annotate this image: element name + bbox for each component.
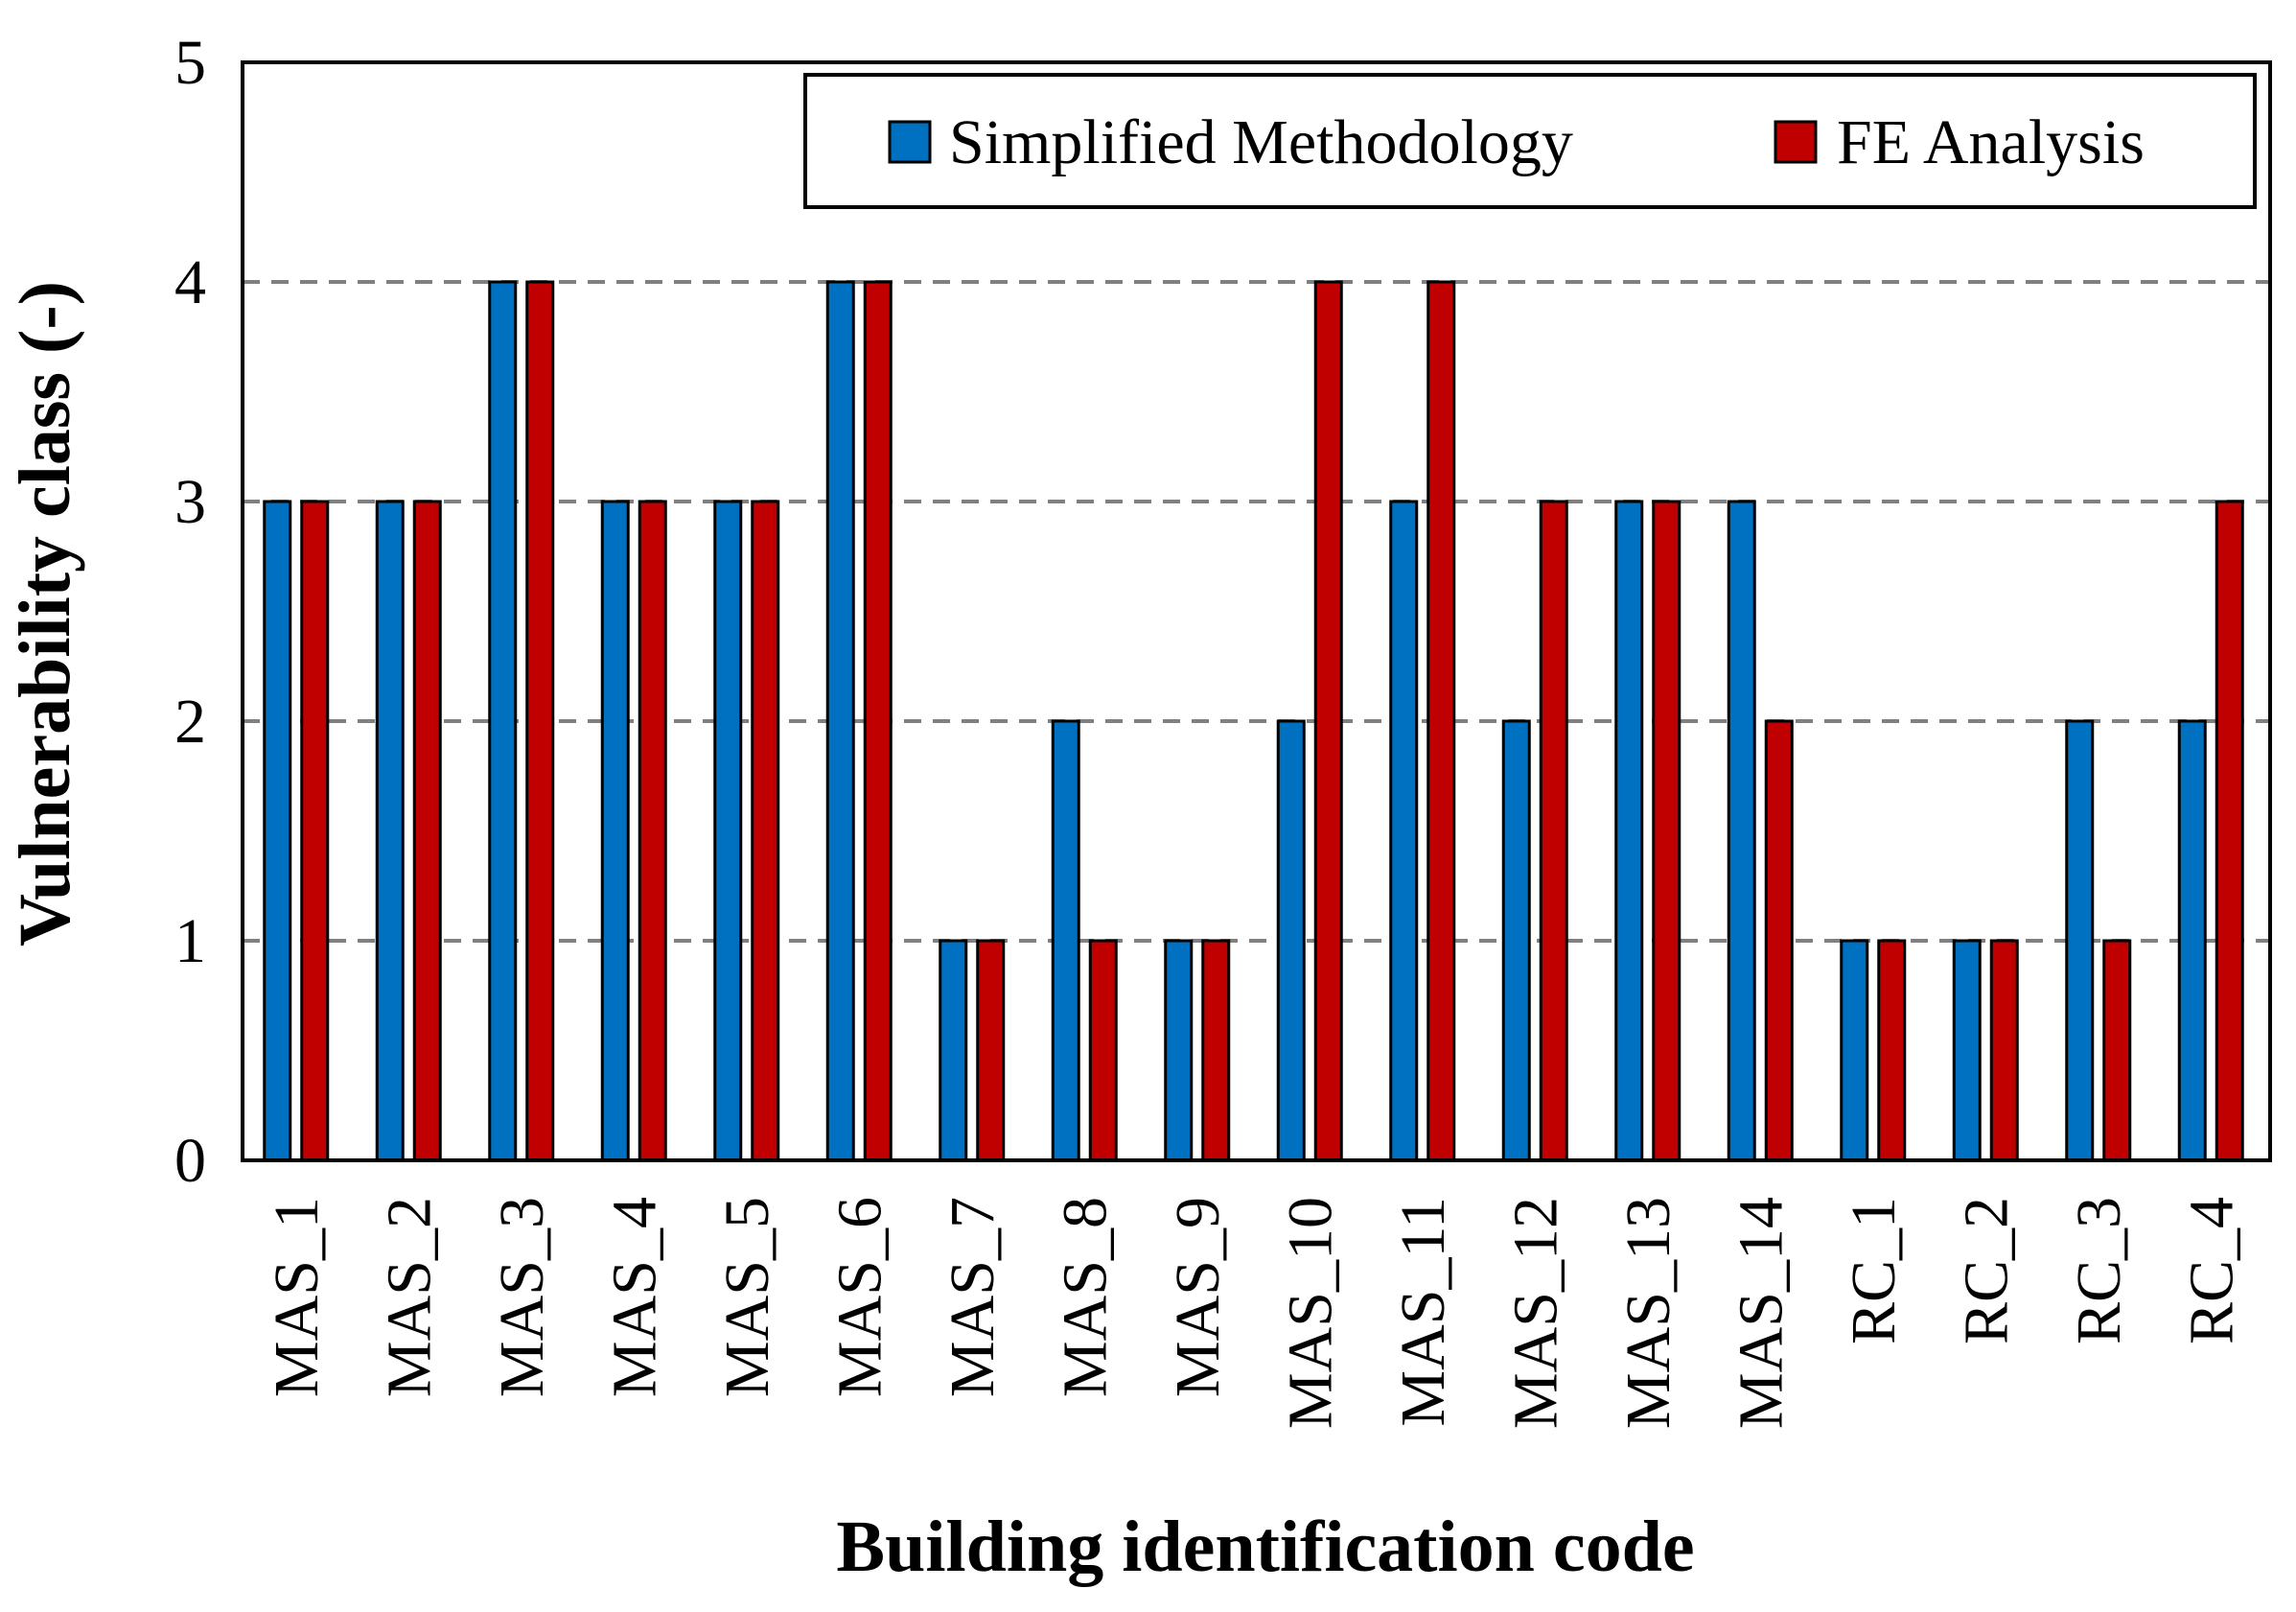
legend: Simplified Methodology FE Analysis bbox=[803, 73, 2257, 209]
legend-label-simplified-methodology: Simplified Methodology bbox=[949, 107, 1573, 177]
bar-fe-analysis-MAS_13 bbox=[1652, 500, 1681, 1162]
bar-fe-analysis-MAS_2 bbox=[412, 500, 442, 1162]
bar-simplified-methodology-MAS_7 bbox=[939, 939, 968, 1162]
bar-fe-analysis-MAS_11 bbox=[1426, 280, 1456, 1162]
x-tick-label: MAS_5 bbox=[712, 1197, 782, 1397]
x-tick-label: RC_4 bbox=[2176, 1197, 2246, 1344]
plot-frame bbox=[241, 60, 2272, 1162]
bar-fe-analysis-MAS_10 bbox=[1313, 280, 1343, 1162]
x-tick-label: MAS_11 bbox=[1388, 1197, 1458, 1427]
y-tick-label: 3 bbox=[174, 467, 206, 537]
y-tick-label: 1 bbox=[174, 906, 206, 976]
bar-fe-analysis-MAS_3 bbox=[525, 280, 555, 1162]
x-tick-label: MAS_4 bbox=[599, 1197, 669, 1397]
x-tick-label: MAS_10 bbox=[1275, 1197, 1345, 1429]
y-tick-label: 4 bbox=[174, 247, 206, 317]
y-axis-ticks: 0 1 2 3 4 5 bbox=[174, 28, 206, 1196]
bar-simplified-methodology-MAS_4 bbox=[600, 500, 630, 1162]
bar-simplified-methodology-MAS_11 bbox=[1389, 500, 1419, 1162]
bar-fe-analysis-MAS_6 bbox=[863, 280, 893, 1162]
legend-box bbox=[803, 73, 2257, 209]
x-axis-ticks: MAS_1 MAS_2 MAS_3 MAS_4 MAS_5 MAS_6 MAS_7 MAS_8… bbox=[262, 1197, 2247, 1429]
bar-simplified-methodology-RC_3 bbox=[2065, 719, 2095, 1162]
bar-fe-analysis-MAS_14 bbox=[1764, 719, 1794, 1162]
bar-simplified-methodology-RC_2 bbox=[1952, 939, 1982, 1162]
bar-simplified-methodology-MAS_14 bbox=[1727, 500, 1756, 1162]
bar-simplified-methodology-MAS_3 bbox=[488, 280, 518, 1162]
legend-swatch-simplified-methodology bbox=[888, 120, 932, 164]
x-tick-label: MAS_1 bbox=[262, 1197, 332, 1397]
bar-fe-analysis-MAS_7 bbox=[976, 939, 1006, 1162]
x-tick-label: MAS_6 bbox=[824, 1197, 894, 1397]
bar-fe-analysis-MAS_9 bbox=[1201, 939, 1231, 1162]
x-axis-title: Building identification code bbox=[836, 1507, 1694, 1587]
bar-simplified-methodology-MAS_8 bbox=[1051, 719, 1080, 1162]
bar-fe-analysis-MAS_4 bbox=[638, 500, 667, 1162]
y-axis-title: Vulnerability class (-) bbox=[5, 281, 85, 946]
x-tick-label: MAS_13 bbox=[1613, 1197, 1683, 1429]
y-tick-label: 0 bbox=[174, 1126, 206, 1196]
x-tick-label: RC_2 bbox=[1951, 1197, 2021, 1344]
bar-fe-analysis-MAS_12 bbox=[1539, 500, 1568, 1162]
bar-simplified-methodology-MAS_13 bbox=[1614, 500, 1644, 1162]
x-tick-label: RC_1 bbox=[1839, 1197, 1909, 1344]
x-tick-label: RC_3 bbox=[2064, 1197, 2134, 1344]
bar-simplified-methodology-MAS_9 bbox=[1164, 939, 1194, 1162]
bar-simplified-methodology-RC_4 bbox=[2177, 719, 2207, 1162]
x-tick-label: MAS_2 bbox=[374, 1197, 444, 1397]
bar-simplified-methodology-MAS_1 bbox=[263, 500, 292, 1162]
bar-fe-analysis-RC_4 bbox=[2215, 500, 2244, 1162]
bar-fe-analysis-MAS_1 bbox=[300, 500, 330, 1162]
legend-label-fe-analysis: FE Analysis bbox=[1837, 107, 2145, 177]
bar-fe-analysis-RC_1 bbox=[1877, 939, 1907, 1162]
bar-simplified-methodology-MAS_6 bbox=[825, 280, 855, 1162]
bar-simplified-methodology-MAS_12 bbox=[1501, 719, 1531, 1162]
x-tick-label: MAS_8 bbox=[1050, 1197, 1120, 1397]
x-tick-label: MAS_9 bbox=[1163, 1197, 1233, 1397]
x-tick-label: MAS_12 bbox=[1500, 1197, 1570, 1429]
x-tick-label: MAS_7 bbox=[938, 1197, 1008, 1397]
bar-simplified-methodology-MAS_2 bbox=[375, 500, 405, 1162]
bar-simplified-methodology-RC_1 bbox=[1840, 939, 1869, 1162]
legend-swatch-fe-analysis bbox=[1774, 120, 1818, 164]
y-tick-label: 2 bbox=[174, 687, 206, 757]
bar-fe-analysis-RC_3 bbox=[2102, 939, 2132, 1162]
y-tick-label: 5 bbox=[174, 28, 206, 98]
x-tick-label: MAS_14 bbox=[1726, 1197, 1796, 1429]
bar-fe-analysis-MAS_5 bbox=[751, 500, 780, 1162]
grid-lines bbox=[243, 280, 2270, 943]
x-tick-label: MAS_3 bbox=[487, 1197, 557, 1397]
bar-simplified-methodology-MAS_5 bbox=[713, 500, 743, 1162]
bar-fe-analysis-MAS_8 bbox=[1088, 939, 1118, 1162]
bar-fe-analysis-RC_2 bbox=[1989, 939, 2019, 1162]
bar-simplified-methodology-MAS_10 bbox=[1276, 719, 1306, 1162]
